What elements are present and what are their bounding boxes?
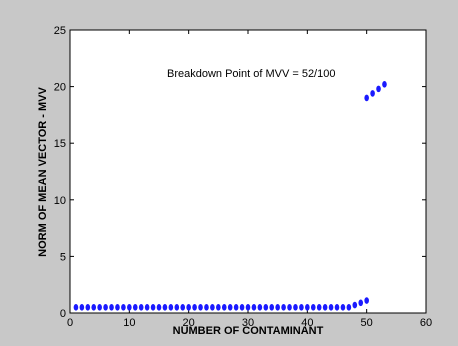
data-point xyxy=(233,304,239,311)
data-point xyxy=(310,304,316,311)
data-point xyxy=(216,304,221,311)
data-point xyxy=(299,304,304,311)
data-point xyxy=(322,304,328,311)
data-point xyxy=(115,304,120,311)
data-point xyxy=(138,304,144,311)
data-point xyxy=(85,304,91,311)
data-point xyxy=(174,304,180,311)
x-tick-label: 30 xyxy=(242,317,254,329)
data-point xyxy=(204,304,209,311)
y-tick-label: 0 xyxy=(60,308,66,320)
data-point xyxy=(364,94,369,102)
data-point xyxy=(293,304,298,311)
x-tick-label: 40 xyxy=(301,317,313,329)
y-tick-label: 20 xyxy=(54,82,66,94)
data-point xyxy=(97,304,102,311)
data-point xyxy=(305,304,310,311)
data-point xyxy=(287,304,292,311)
data-point xyxy=(150,304,156,311)
axis-tick-labels: 0 10 20 30 40 50 60 0 5 10 15 20 25 xyxy=(54,25,432,329)
x-axis-label: NUMBER OF CONTAMINANT xyxy=(173,325,324,337)
y-axis-label: NORM OF MEAN VECTOR - MVV xyxy=(37,86,49,256)
data-point xyxy=(376,85,381,93)
data-point xyxy=(109,304,114,311)
data-point xyxy=(186,304,191,311)
data-point xyxy=(132,304,138,311)
x-tick-label: 60 xyxy=(420,317,432,329)
data-point xyxy=(364,297,369,304)
data-point xyxy=(358,299,364,307)
data-point xyxy=(168,304,174,311)
data-point xyxy=(156,304,162,311)
data-point xyxy=(127,304,132,311)
data-point xyxy=(257,304,263,311)
data-point xyxy=(221,304,227,311)
data-point xyxy=(180,304,186,311)
data-point xyxy=(210,304,215,311)
data-point xyxy=(144,304,150,311)
y-tick-label: 25 xyxy=(54,25,66,37)
data-point xyxy=(79,304,85,311)
data-point xyxy=(269,304,275,311)
x-tick-label: 20 xyxy=(183,317,195,329)
data-point xyxy=(316,304,322,311)
data-point xyxy=(251,304,257,311)
x-tick-label: 10 xyxy=(123,317,135,329)
data-point xyxy=(192,304,197,311)
data-point xyxy=(103,304,108,311)
data-point xyxy=(328,304,334,311)
y-tick-label: 10 xyxy=(54,195,66,207)
data-point xyxy=(370,90,375,97)
x-tick-label: 50 xyxy=(361,317,373,329)
data-point xyxy=(121,304,126,311)
data-point xyxy=(91,304,97,311)
data-point xyxy=(245,304,251,311)
data-point xyxy=(275,304,280,311)
plot-area xyxy=(69,29,427,314)
data-point xyxy=(352,301,358,309)
y-tick-label: 5 xyxy=(60,251,66,263)
data-point xyxy=(281,304,286,311)
data-point xyxy=(346,304,352,311)
y-tick-label: 15 xyxy=(54,138,66,150)
data-point xyxy=(227,304,233,311)
data-points xyxy=(73,81,387,311)
data-point xyxy=(198,304,203,311)
data-point xyxy=(162,304,168,311)
data-point xyxy=(239,304,245,311)
breakdown-annotation: Breakdown Point of MVV = 52/100 xyxy=(167,68,335,80)
data-point xyxy=(263,304,269,311)
data-point xyxy=(382,81,387,88)
data-point xyxy=(334,304,340,311)
data-point xyxy=(73,304,79,311)
data-point xyxy=(340,304,346,311)
x-tick-label: 0 xyxy=(67,317,73,329)
